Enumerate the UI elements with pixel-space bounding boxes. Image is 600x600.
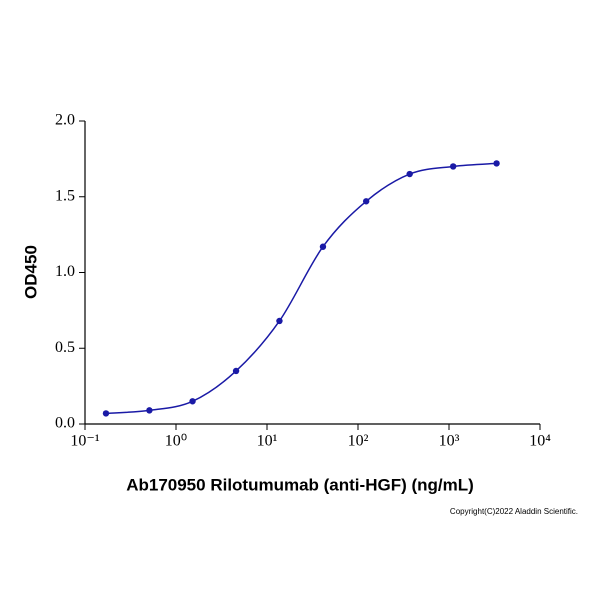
- fit-line: [105, 162, 497, 415]
- x-axis-title: Ab170950 Rilotumumab (anti-HGF) (ng/mL): [126, 475, 474, 494]
- x-tick-label: 10⁰: [165, 433, 187, 450]
- x-tick-label: 10⁻¹: [70, 433, 99, 450]
- data-point: [319, 243, 327, 250]
- y-tick-label: 0.5: [55, 339, 75, 356]
- copyright: Copyright(C)2022 Aladdin Scientific.: [450, 507, 578, 516]
- x-tick-label: 10¹: [257, 433, 278, 450]
- data-point: [493, 160, 500, 167]
- y-tick-label: 0.0: [55, 415, 75, 432]
- x-tick-label: 10³: [439, 433, 460, 450]
- data-point: [406, 170, 413, 178]
- data-point: [362, 198, 370, 205]
- data-point: [146, 407, 153, 414]
- x-tick-label: 10⁴: [529, 433, 551, 450]
- data-point: [276, 317, 283, 325]
- data-point: [232, 367, 240, 375]
- y-axis-title: OD450: [21, 245, 40, 299]
- data-point: [189, 398, 196, 405]
- y-tick-label: 1.5: [55, 187, 75, 204]
- data-point: [449, 163, 457, 170]
- x-tick-label: 10²: [348, 433, 369, 450]
- y-tick-label: 1.0: [55, 263, 75, 280]
- y-tick-label: 2.0: [55, 112, 75, 129]
- data-point: [102, 410, 110, 417]
